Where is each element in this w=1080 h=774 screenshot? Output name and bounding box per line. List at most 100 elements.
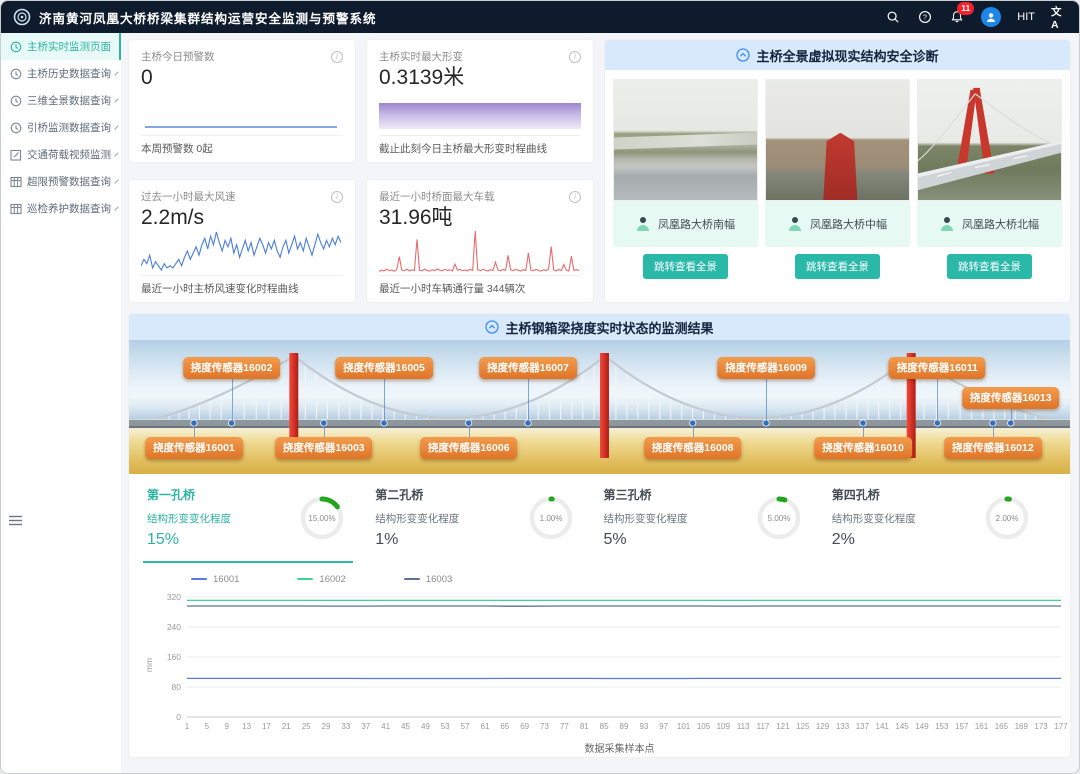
span-name: 第一孔桥	[147, 488, 196, 502]
table-icon	[10, 176, 22, 188]
span-tab-第四孔桥[interactable]: 第四孔桥 结构形变变化程度 2% 2.00%	[828, 484, 1056, 563]
card-today-warnings: 主桥今日预警数 i 0 本周预警数 0起	[128, 39, 356, 163]
clock-icon	[10, 41, 22, 53]
sensor-connector-line	[766, 378, 768, 423]
legend-item-16001[interactable]: 16001	[191, 574, 239, 585]
table-icon	[10, 203, 22, 215]
sidebar-item[interactable]: 主桥实时监测页面	[1, 33, 121, 60]
sensor-tag: 挠度传感器16011	[888, 357, 986, 379]
svg-text:69: 69	[520, 722, 529, 731]
camera-photo[interactable]	[613, 79, 758, 201]
page-title: 济南黄河凤凰大桥桥梁集群结构运营安全监测与预警系统	[39, 11, 377, 26]
deflection-chart-section: 16001 16002 16003 0 80 160 240 320 mm 1 5 9 13 17 21 2…	[129, 563, 1070, 757]
view-panorama-button[interactable]: 跳转查看全景	[947, 253, 1032, 279]
card-footer: 最近一小时车辆通行量 344辆次	[379, 275, 581, 296]
svg-text:?: ?	[923, 15, 927, 22]
card-value: 0	[141, 66, 153, 89]
svg-text:153: 153	[935, 722, 949, 731]
svg-text:5.00%: 5.00%	[767, 514, 790, 523]
svg-text:109: 109	[717, 722, 731, 731]
sensor-tag: 挠度传感器16012	[943, 437, 1042, 459]
clock-icon	[10, 68, 22, 80]
card-footer: 截止此刻今日主桥最大形变时程曲线	[379, 135, 581, 156]
info-icon[interactable]: i	[331, 190, 343, 203]
svg-text:80: 80	[172, 682, 182, 692]
chart-x-axis-label: 数据采集样本点	[584, 744, 655, 755]
span-tab-第一孔桥[interactable]: 第一孔桥 结构形变变化程度 15% 15.00%	[143, 484, 371, 563]
view-panorama-button[interactable]: 跳转查看全景	[795, 253, 880, 279]
svg-text:133: 133	[836, 722, 850, 731]
sidebar-item[interactable]: 三维全景数据查询	[1, 87, 121, 114]
sensor-connector-line	[1010, 408, 1012, 423]
legend-item-16003[interactable]: 16003	[403, 573, 453, 585]
svg-text:117: 117	[757, 722, 770, 731]
svg-text:177: 177	[1054, 722, 1068, 731]
sensor-tag: 挠度传感器16013	[961, 387, 1060, 409]
camera-photo[interactable]	[765, 79, 910, 201]
svg-text:240: 240	[167, 622, 181, 632]
sidebar-item[interactable]: 巡检养护数据查询	[1, 195, 121, 222]
card-title: 最近一小时桥面最大车载	[379, 191, 495, 203]
span-name: 第三孔桥	[603, 488, 652, 502]
span-percent: 5%	[603, 531, 627, 548]
svg-text:9: 9	[224, 722, 229, 731]
svg-text:45: 45	[401, 722, 410, 731]
svg-text:21: 21	[282, 722, 291, 731]
camera-name: 凤凰路大桥中幅	[810, 219, 887, 231]
info-icon[interactable]: i	[331, 50, 343, 63]
svg-text:65: 65	[500, 722, 509, 731]
chevron-down-icon	[114, 206, 119, 211]
clock-icon	[10, 95, 22, 107]
sidebar-item[interactable]: 引桥监测数据查询	[1, 114, 121, 141]
sidebar-item-label: 巡检养护数据查询	[27, 203, 111, 215]
legend-label: 16003	[425, 573, 453, 585]
red-tower-pillar	[823, 132, 858, 200]
legend-item-16002[interactable]: 16002	[297, 574, 346, 585]
notifications-bell-icon[interactable]: 11	[949, 2, 975, 25]
sidebar-item[interactable]: 超限预警数据查询	[1, 168, 121, 195]
collapse-sidebar-icon[interactable]	[9, 513, 22, 531]
language-switch-icon[interactable]: 文A	[1051, 5, 1062, 31]
legend-marker	[403, 578, 420, 580]
svg-text:25: 25	[302, 722, 311, 731]
bridge-illustration: 挠度传感器16001 挠度传感器16002 挠度传感器16003 挠度传感器16005…	[129, 340, 1070, 474]
svg-text:13: 13	[242, 722, 251, 731]
card-footer: 最近一小时主桥风速变化时程曲线	[141, 275, 343, 296]
user-avatar[interactable]	[981, 7, 1002, 27]
camera-block-north: 凤凰路大桥北幅 跳转查看全景	[917, 79, 1062, 294]
svg-text:85: 85	[600, 722, 609, 731]
card-max-deformation: 主桥实时最大形变 i 0.3139米 截止此刻今日主桥最大形变时程曲线	[366, 39, 594, 163]
camera-photo[interactable]	[917, 79, 1062, 201]
person-avatar-icon	[637, 217, 649, 231]
svg-text:41: 41	[381, 722, 390, 731]
svg-text:73: 73	[540, 722, 549, 731]
info-icon[interactable]: i	[569, 50, 581, 63]
help-icon[interactable]: ?	[917, 9, 933, 25]
info-icon[interactable]: i	[569, 190, 581, 203]
search-icon[interactable]	[885, 9, 901, 25]
span-tab-第三孔桥[interactable]: 第三孔桥结构形变变化程度 5% 5.00%	[600, 484, 828, 563]
legend-label: 16001	[213, 573, 240, 585]
span-subtitle: 结构形变变化程度	[603, 513, 688, 525]
svg-text:37: 37	[361, 722, 370, 731]
sensor-connector-line	[527, 378, 529, 423]
svg-text:81: 81	[580, 722, 589, 731]
sensor-tag: 挠度传感器16007	[479, 357, 577, 379]
view-panorama-button[interactable]: 跳转查看全景	[643, 253, 728, 279]
flat-line-chart	[141, 89, 343, 135]
chart-legend: 16001 16002 16003	[139, 571, 1060, 587]
span-percent: 15%	[147, 531, 180, 548]
notification-badge: 11	[957, 2, 975, 15]
svg-text:61: 61	[481, 722, 490, 731]
sidebar: 主桥实时监测页面 主桥历史数据查询 三维全景数据查询 引桥监测数据查询 交通荷载视频监测…	[1, 33, 121, 773]
sidebar-item[interactable]: 交通荷载视频监测	[1, 141, 121, 168]
sidebar-item[interactable]: 主桥历史数据查询	[1, 60, 121, 87]
sensor-connector-line	[862, 424, 864, 437]
stat-cards-grid: 主桥今日预警数 i 0 本周预警数 0起 主桥实时最大形变 i 0.3139米 截止…	[128, 39, 594, 303]
card-value: 2.2m/s	[141, 206, 205, 229]
span-tab-第二孔桥[interactable]: 第二孔桥 结构形变变化程度 1% 1.00%	[371, 484, 599, 563]
card-value: 31.96吨	[379, 206, 453, 229]
span-subtitle: 结构形变变化程度	[375, 513, 460, 525]
chevron-down-icon	[114, 152, 119, 157]
svg-text:1.00%: 1.00%	[539, 514, 562, 523]
